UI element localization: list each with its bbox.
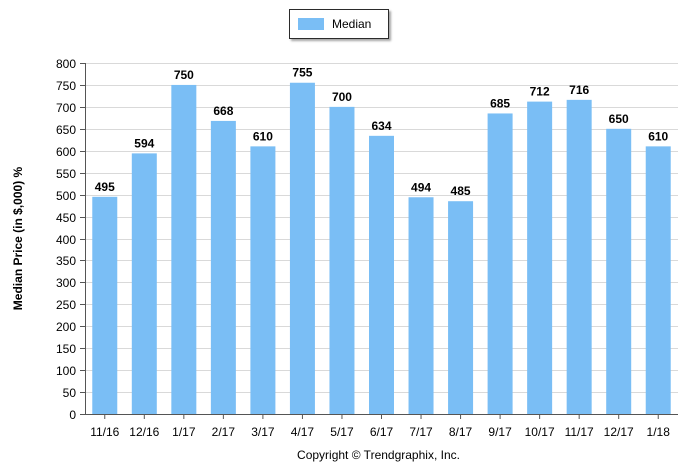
data-label: 650 [609, 112, 629, 126]
y-tick-label: 750 [56, 79, 76, 93]
legend: Median [289, 9, 389, 39]
bar [210, 120, 236, 414]
y-tick-label: 400 [56, 233, 76, 247]
y-axis-title: Median Price (in $,000) % [11, 166, 25, 310]
y-tick-label: 150 [56, 342, 76, 356]
y-tick-label: 350 [56, 254, 76, 268]
y-tick-label: 50 [63, 386, 77, 400]
x-tick-label: 9/17 [488, 425, 512, 439]
y-tick-label: 200 [56, 320, 76, 334]
data-label: 634 [371, 119, 391, 133]
data-label: 494 [411, 180, 431, 194]
bar [408, 197, 434, 414]
bar [606, 128, 632, 414]
data-label: 495 [95, 180, 115, 194]
x-tick-label: 11/16 [90, 425, 119, 439]
x-tick-label: 11/17 [565, 425, 594, 439]
bar [250, 146, 276, 415]
bar [131, 153, 157, 414]
y-tick-label: 450 [56, 211, 76, 225]
bar [369, 135, 394, 414]
bar [329, 106, 355, 414]
x-tick-label: 3/17 [251, 425, 275, 439]
data-label: 485 [451, 184, 471, 198]
data-label: 700 [332, 90, 352, 104]
y-tick-label: 300 [56, 276, 76, 290]
bar [645, 146, 671, 415]
data-label: 716 [569, 83, 589, 97]
y-tick-label: 100 [56, 364, 76, 378]
x-tick-label: 12/17 [604, 425, 634, 439]
data-label: 610 [648, 129, 668, 143]
y-tick-label: 550 [56, 167, 76, 181]
y-tick-label: 800 [56, 57, 76, 71]
x-tick-label: 2/17 [212, 425, 236, 439]
x-tick-label: 4/17 [291, 425, 315, 439]
x-tick-label: 10/17 [525, 425, 555, 439]
y-tick-label: 0 [69, 408, 76, 422]
x-tick-label: 12/16 [129, 425, 159, 439]
data-label: 750 [174, 68, 194, 82]
y-tick-label: 700 [56, 101, 76, 115]
x-tick-label: 8/17 [449, 425, 473, 439]
x-tick-label: 1/17 [172, 425, 196, 439]
data-label: 610 [253, 129, 273, 143]
data-label: 685 [490, 96, 510, 110]
data-label: 712 [530, 85, 550, 99]
bar [448, 201, 474, 414]
x-tick-label: 1/18 [647, 425, 671, 439]
y-tick-label: 600 [56, 145, 76, 159]
bar [92, 196, 118, 414]
x-tick-label: 5/17 [330, 425, 354, 439]
legend-label: Median [332, 17, 372, 31]
copyright-text: Copyright © Trendgraphix, Inc. [297, 448, 460, 462]
data-label: 755 [292, 66, 312, 80]
x-tick-label: 7/17 [409, 425, 433, 439]
y-tick-label: 500 [56, 189, 76, 203]
bar [527, 101, 553, 415]
data-label: 594 [134, 136, 154, 150]
y-tick-label: 250 [56, 298, 76, 312]
data-label: 668 [213, 104, 233, 118]
bar [566, 99, 592, 414]
bar [171, 84, 197, 414]
legend-swatch [298, 18, 324, 30]
x-tick-label: 6/17 [370, 425, 394, 439]
y-tick-label: 650 [56, 123, 76, 137]
bar [487, 113, 513, 415]
bar [289, 82, 315, 415]
